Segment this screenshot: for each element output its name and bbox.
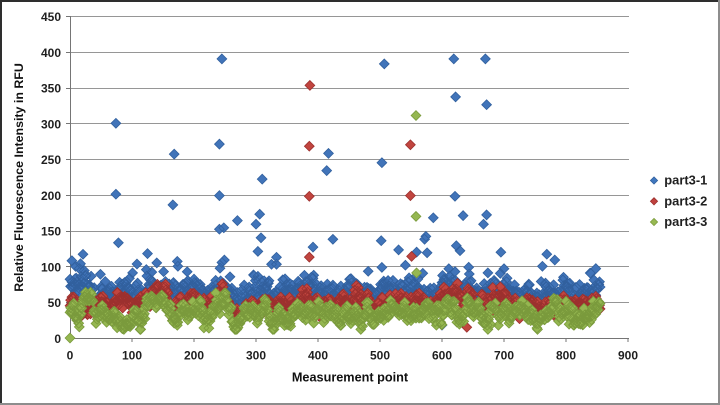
svg-text:100: 100 bbox=[122, 349, 142, 363]
svg-text:200: 200 bbox=[41, 189, 61, 203]
svg-text:150: 150 bbox=[41, 225, 61, 239]
svg-text:300: 300 bbox=[246, 349, 266, 363]
svg-text:Measurement point: Measurement point bbox=[292, 371, 409, 385]
svg-text:100: 100 bbox=[41, 260, 61, 274]
svg-text:600: 600 bbox=[432, 349, 452, 363]
svg-text:50: 50 bbox=[48, 296, 62, 310]
svg-text:part3-1: part3-1 bbox=[664, 173, 707, 188]
svg-text:400: 400 bbox=[308, 349, 328, 363]
svg-text:part3-3: part3-3 bbox=[664, 214, 707, 229]
svg-text:900: 900 bbox=[618, 349, 638, 363]
svg-text:450: 450 bbox=[41, 10, 61, 24]
svg-text:500: 500 bbox=[370, 349, 390, 363]
svg-text:200: 200 bbox=[184, 349, 204, 363]
svg-text:0: 0 bbox=[67, 349, 74, 363]
svg-text:800: 800 bbox=[556, 349, 576, 363]
svg-text:300: 300 bbox=[41, 117, 61, 131]
svg-text:250: 250 bbox=[41, 153, 61, 167]
svg-text:Relative Fluorescence Intensit: Relative Fluorescence Intensity in RFU bbox=[12, 63, 26, 292]
svg-text:350: 350 bbox=[41, 82, 61, 96]
svg-text:400: 400 bbox=[41, 46, 61, 60]
svg-text:part3-2: part3-2 bbox=[664, 193, 707, 208]
svg-text:700: 700 bbox=[494, 349, 514, 363]
svg-text:0: 0 bbox=[54, 332, 61, 346]
